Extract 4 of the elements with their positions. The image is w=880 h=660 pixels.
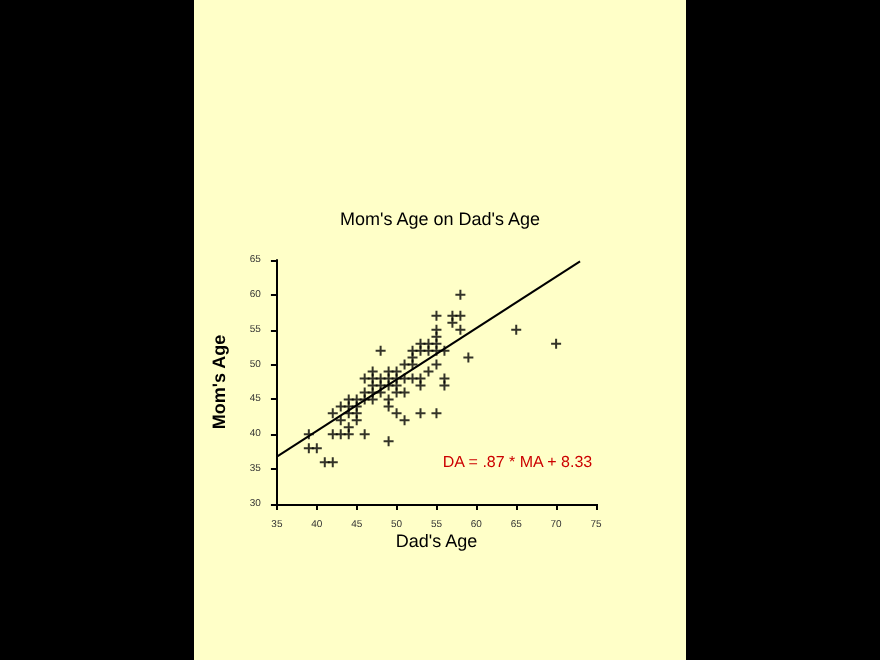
chart-title: Mom's Age on Dad's Age bbox=[340, 209, 540, 229]
y-axis-title: Mom's Age bbox=[209, 334, 229, 430]
x-axis-title: Dad's Age bbox=[395, 530, 478, 551]
annotation: DA = .87 * MA + 8.33 bbox=[442, 453, 594, 471]
